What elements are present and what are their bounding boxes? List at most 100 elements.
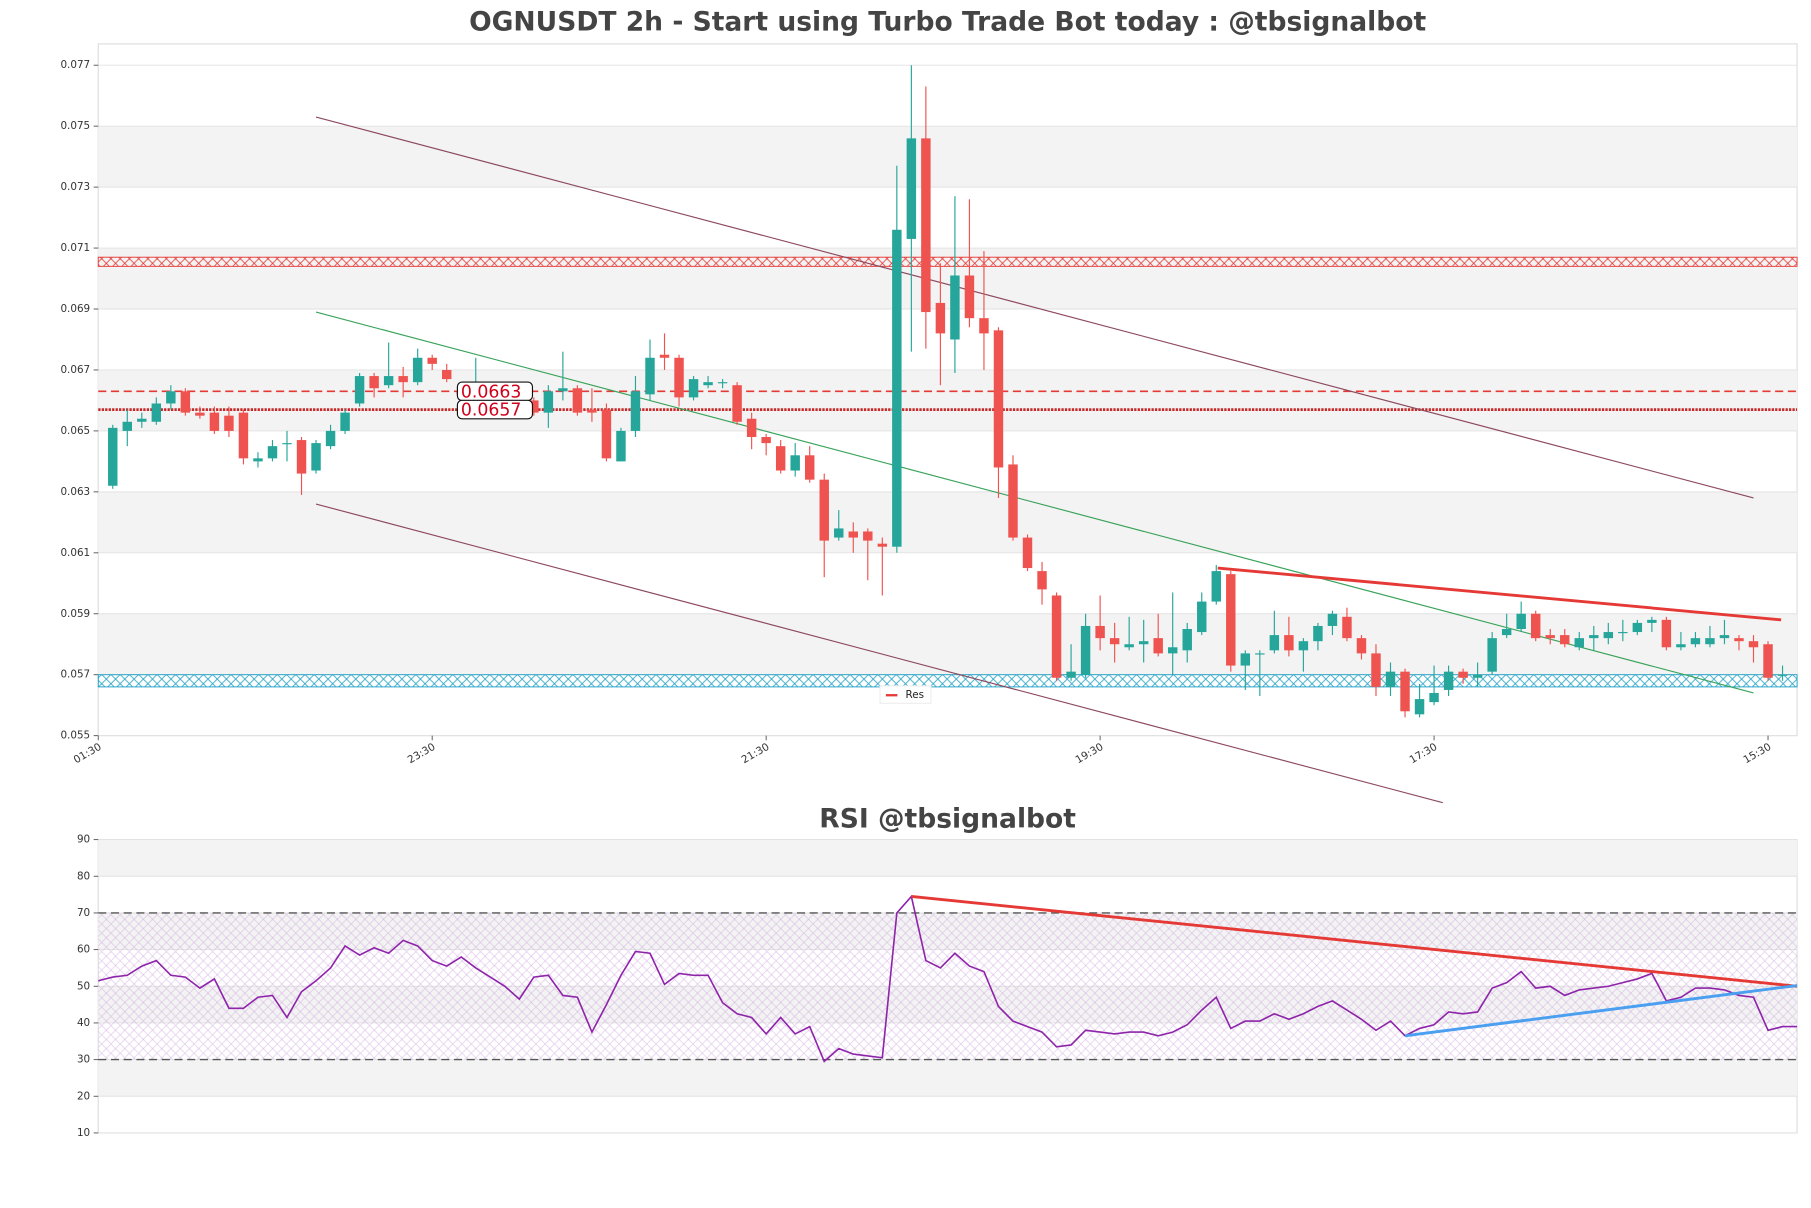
candle-body (1763, 644, 1773, 678)
grid-band (98, 1059, 1798, 1097)
candle-body (979, 318, 989, 334)
level-label-box (456, 399, 534, 420)
candle-body (1226, 574, 1236, 666)
candle-body (543, 391, 554, 413)
grid-band (98, 839, 1798, 877)
candle-body (1603, 632, 1614, 639)
candle-body (630, 391, 641, 431)
candle-body (1284, 635, 1294, 651)
candle-body (703, 382, 713, 386)
candle-body (1385, 671, 1396, 687)
rsi-line (98, 894, 1798, 1063)
trend-line (315, 311, 1754, 694)
legend (879, 685, 932, 704)
candle-body (761, 437, 771, 444)
trend-line (911, 894, 1798, 988)
candle-body (441, 369, 452, 380)
candle-body (1516, 613, 1526, 629)
candle-body (674, 357, 684, 398)
candle-body (1690, 638, 1701, 645)
candle-body (1414, 699, 1425, 715)
candle-body (616, 430, 626, 462)
y-tick-label: 0.067 (60, 364, 90, 376)
candle-body (427, 357, 437, 364)
candle-body (1109, 638, 1120, 645)
y-tick-label: 30 (77, 1054, 90, 1066)
zone (97, 256, 1798, 267)
y-tick-label: 0.073 (60, 181, 90, 193)
candle-body (1356, 638, 1367, 654)
candle-body (1530, 613, 1541, 639)
chart-title: OGNUSDT 2h - Start using Turbo Trade Bot… (469, 7, 1426, 38)
candle-body (1574, 638, 1584, 648)
candle-body (369, 376, 379, 389)
y-tick-label: 0.069 (60, 303, 90, 315)
candle-body (253, 458, 263, 462)
candle-body (906, 138, 917, 239)
candle-body (1719, 635, 1730, 639)
trend-line (315, 503, 1443, 804)
y-tick-label: 0.075 (60, 120, 90, 132)
candle-body (166, 391, 176, 404)
y-tick-label: 0.063 (60, 486, 90, 498)
candle-body (1734, 638, 1744, 642)
candle-body (1008, 464, 1018, 538)
candle-body (587, 409, 597, 413)
candle-body (1777, 674, 1788, 676)
candle-body (1371, 653, 1381, 687)
candle-body (122, 421, 133, 431)
candle-body (1255, 653, 1265, 655)
candle-body (340, 412, 350, 431)
trend-line (315, 116, 1754, 499)
y-tick-label: 40 (77, 1017, 90, 1029)
candle-body (1080, 625, 1091, 675)
candle-body (311, 443, 321, 471)
y-tick-label: 0.077 (60, 59, 90, 71)
candle-body (137, 418, 147, 422)
candle-body (224, 415, 234, 431)
candle-body (775, 446, 786, 471)
candle-body (1400, 671, 1410, 712)
candle-body (877, 543, 888, 547)
level-label: 0.0657 (461, 401, 522, 421)
candle-body (1138, 641, 1149, 645)
candle-body (1240, 653, 1251, 666)
candle-body (964, 275, 975, 319)
candle-body (1051, 595, 1062, 678)
candle-body (1298, 641, 1309, 651)
candle-body (863, 531, 873, 541)
candle-body (1705, 638, 1715, 645)
candle-body (659, 354, 670, 358)
candle-body (572, 388, 583, 413)
candle-body (412, 357, 423, 383)
candle-body (848, 531, 858, 538)
candle-body (1472, 674, 1483, 678)
candle-body (645, 357, 655, 395)
candle-body (1197, 601, 1207, 633)
trend-line (1217, 566, 1782, 622)
candle-body (892, 229, 902, 547)
candle-body (993, 330, 1004, 468)
candle-body (1618, 632, 1628, 634)
candle-body (1313, 625, 1323, 642)
candle-body (1748, 641, 1759, 648)
candle-body (238, 412, 249, 459)
zone (97, 674, 1798, 688)
y-tick-label: 0.061 (60, 547, 90, 559)
candle-body (717, 382, 728, 384)
candle-body (1545, 635, 1555, 639)
y-tick-label: 50 (77, 980, 90, 992)
candle-body (1487, 638, 1497, 672)
candle-body (180, 391, 191, 413)
candle-body (325, 430, 336, 447)
candle-body (1443, 671, 1454, 690)
y-tick-label: 60 (77, 944, 90, 956)
candle-body (1124, 644, 1134, 648)
candle-body (398, 376, 408, 383)
candle-body (688, 379, 699, 398)
y-tick-label: 70 (77, 907, 90, 919)
candle-body (601, 409, 612, 459)
y-tick-label: 20 (77, 1090, 90, 1102)
candle-body (1661, 619, 1672, 648)
